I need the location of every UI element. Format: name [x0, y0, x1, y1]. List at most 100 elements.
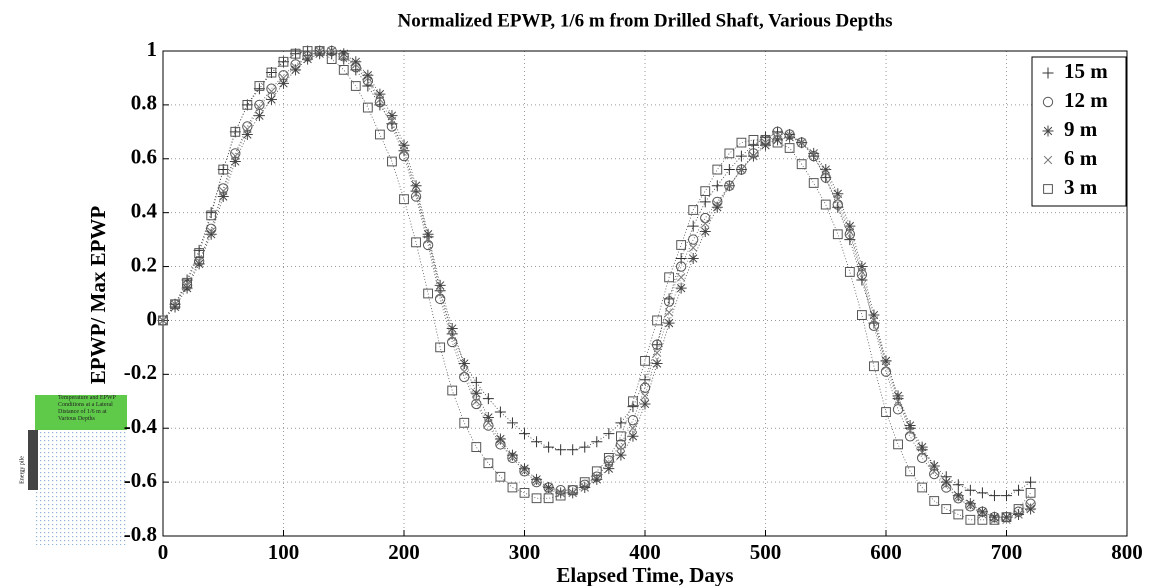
marker: [1025, 498, 1036, 509]
marker: [916, 452, 928, 463]
marker: [206, 223, 217, 234]
marker: [495, 439, 506, 450]
marker: [627, 401, 639, 413]
marker: [735, 150, 747, 162]
y-tick-label: 0.2: [131, 252, 157, 276]
marker: [241, 129, 253, 141]
marker: [964, 498, 976, 510]
marker: [700, 186, 711, 197]
marker: [1001, 511, 1012, 523]
y-tick-label: 0.6: [131, 145, 157, 169]
marker: [447, 385, 458, 396]
marker: [472, 397, 481, 406]
marker: [506, 417, 518, 429]
marker: [844, 220, 856, 232]
marker: [892, 404, 904, 415]
marker: [567, 444, 579, 456]
x-tick-label: 600: [870, 540, 902, 564]
marker: [905, 466, 915, 477]
marker: [725, 181, 734, 190]
marker: [243, 124, 252, 134]
marker: [532, 477, 541, 487]
marker: [820, 164, 832, 176]
marker: [699, 196, 711, 208]
marker: [675, 282, 687, 294]
marker: [905, 426, 915, 436]
y-tick-label: -0.8: [124, 522, 157, 546]
marker: [591, 436, 603, 448]
marker: [844, 234, 856, 246]
marker: [399, 146, 409, 155]
marker: [266, 67, 277, 78]
x-tick-label: 800: [1111, 540, 1143, 564]
marker: [471, 398, 482, 410]
legend-label: 3 m: [1064, 175, 1098, 199]
marker: [423, 235, 433, 244]
marker: [639, 382, 651, 393]
y-tick-label: -0.6: [124, 468, 157, 492]
x-tick-label: 500: [750, 540, 782, 564]
marker: [881, 362, 891, 371]
marker: [567, 485, 578, 496]
marker: [255, 103, 264, 112]
marker: [279, 73, 288, 83]
marker: [917, 448, 927, 457]
marker: [314, 46, 325, 56]
marker: [543, 441, 555, 453]
marker: [711, 180, 723, 192]
marker: [712, 196, 723, 207]
marker: [519, 487, 530, 498]
marker: [494, 433, 506, 445]
marker: [410, 180, 422, 192]
marker: [350, 81, 361, 91]
marker: [447, 336, 458, 348]
marker: [434, 279, 446, 291]
marker: [856, 269, 868, 280]
marker: [953, 509, 964, 520]
y-tick-label: 0.8: [131, 91, 157, 115]
marker: [964, 484, 976, 496]
marker: [713, 200, 722, 209]
marker: [723, 164, 735, 176]
marker: [1013, 504, 1024, 514]
marker: [350, 62, 361, 73]
marker: [484, 418, 493, 428]
marker: [965, 514, 976, 525]
marker: [651, 339, 663, 350]
marker: [651, 339, 663, 351]
marker: [278, 56, 289, 67]
plot-area: -0.8 -0.6 -0.4 -0.2 0 0.2 0.4 0.6 0.8 1 0 100 200 300…: [124, 37, 1143, 564]
marker: [398, 150, 410, 162]
marker: [555, 485, 566, 496]
marker: [796, 159, 807, 170]
marker: [591, 473, 603, 485]
marker: [954, 494, 963, 503]
legend-label: 6 m: [1064, 146, 1098, 170]
marker: [267, 87, 276, 96]
marker: [339, 52, 348, 61]
marker: [194, 256, 204, 266]
y-tick-label: 0: [147, 306, 158, 330]
marker: [616, 431, 626, 442]
legend-marker: [1042, 67, 1054, 79]
series-line: [162, 50, 1031, 496]
marker: [278, 77, 289, 89]
marker: [194, 248, 205, 258]
marker: [591, 471, 602, 482]
marker: [857, 310, 867, 320]
marker: [218, 183, 229, 194]
marker: [699, 226, 711, 238]
marker: [724, 148, 735, 159]
marker: [664, 272, 674, 283]
marker: [748, 148, 759, 159]
marker: [399, 194, 409, 205]
marker: [350, 56, 362, 68]
marker: [736, 137, 747, 148]
marker: [386, 110, 398, 122]
x-tick-label: 700: [991, 540, 1023, 564]
marker: [845, 227, 855, 236]
marker: [700, 212, 711, 224]
marker: [507, 482, 518, 493]
legend: 15 m 12 m 9 m 6 m 3 m: [1031, 56, 1127, 207]
marker: [374, 97, 386, 108]
